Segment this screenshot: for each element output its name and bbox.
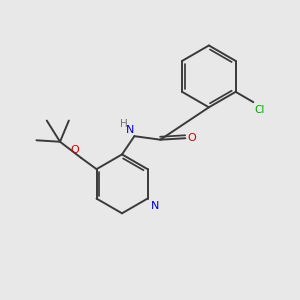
Text: O: O	[188, 133, 197, 142]
Text: N: N	[125, 125, 134, 135]
Text: Cl: Cl	[255, 104, 265, 115]
Text: H: H	[120, 118, 128, 128]
Text: O: O	[71, 145, 80, 155]
Text: N: N	[151, 201, 159, 211]
